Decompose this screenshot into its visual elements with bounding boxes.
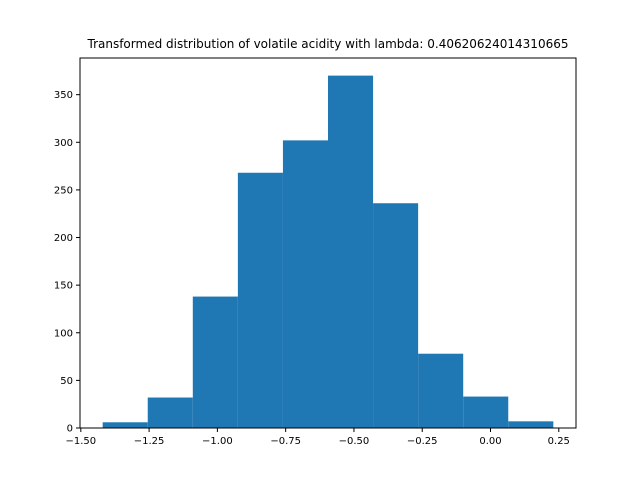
histogram-bar [237, 172, 283, 428]
y-tick-label: 100 [54, 328, 73, 339]
y-tick-label: 350 [54, 90, 73, 101]
x-axis: −1.50 −1.25 −1.00 −0.75 −0.50 −0.25 0.00 0.25 [65, 428, 570, 447]
histogram-bar [508, 421, 554, 428]
x-tick-label: −0.50 [339, 436, 370, 447]
histogram-bar [147, 397, 193, 428]
chart-title: Transformed distribution of volatile aci… [87, 37, 569, 51]
axes-frame [79, 57, 577, 429]
x-tick-label: −1.25 [134, 436, 165, 447]
x-tick-label: 0.25 [548, 436, 570, 447]
y-tick-label: 200 [54, 233, 73, 244]
y-tick-label: 300 [54, 138, 73, 149]
x-tick-label: −1.00 [202, 436, 233, 447]
y-tick-label: 0 [67, 424, 73, 435]
histogram-bar [328, 75, 374, 428]
x-tick-label: −1.50 [65, 436, 96, 447]
histogram-bar [373, 203, 419, 428]
bar-group [102, 75, 554, 428]
y-tick-label: 50 [60, 376, 73, 387]
histogram-bar [192, 296, 238, 428]
histogram-bar [418, 353, 464, 428]
y-tick-label: 250 [54, 185, 73, 196]
y-axis: 0 50 100 150 200 250 300 350 [54, 90, 80, 435]
x-tick-label: −0.25 [407, 436, 438, 447]
y-tick-label: 150 [54, 281, 73, 292]
histogram-bar [282, 140, 328, 428]
histogram-bar [463, 396, 509, 428]
histogram-bar [102, 422, 148, 428]
x-tick-label: 0.00 [479, 436, 501, 447]
x-tick-label: −0.75 [270, 436, 301, 447]
